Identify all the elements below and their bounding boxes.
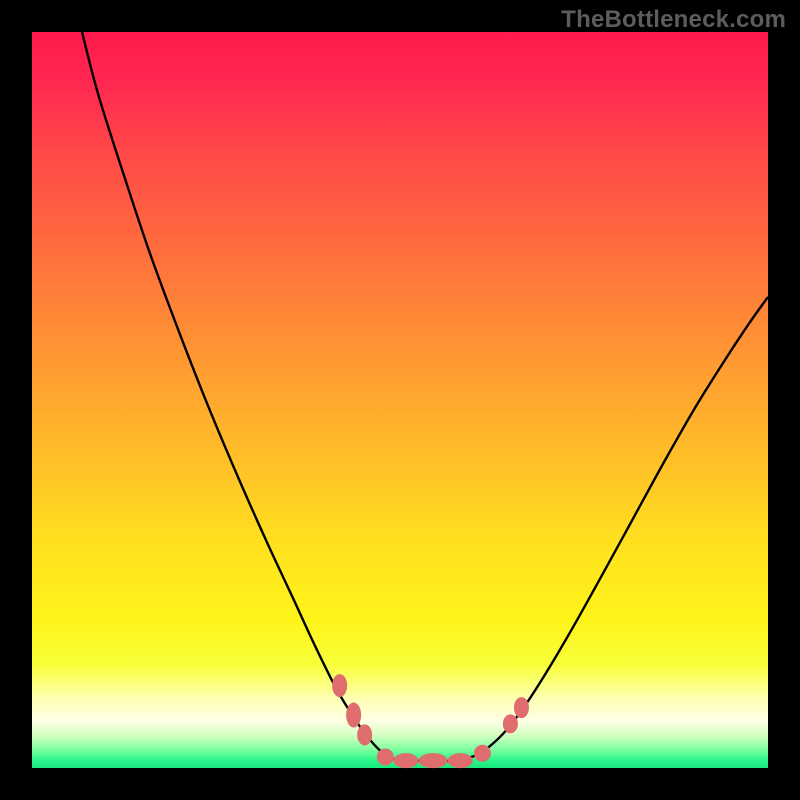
curve-marker <box>503 715 517 733</box>
curve-marker <box>377 749 393 765</box>
curve-marker <box>358 725 372 745</box>
curve-marker <box>474 745 490 761</box>
curve-marker <box>419 754 447 768</box>
chart-stage: TheBottleneck.com <box>0 0 800 800</box>
curve-marker <box>448 754 472 768</box>
watermark-text: TheBottleneck.com <box>561 6 786 34</box>
curve-marker <box>347 703 361 727</box>
plot-background <box>32 32 768 768</box>
bottleneck-chart <box>0 0 800 800</box>
curve-marker <box>394 754 418 768</box>
curve-marker <box>514 698 528 718</box>
curve-marker <box>333 675 347 697</box>
